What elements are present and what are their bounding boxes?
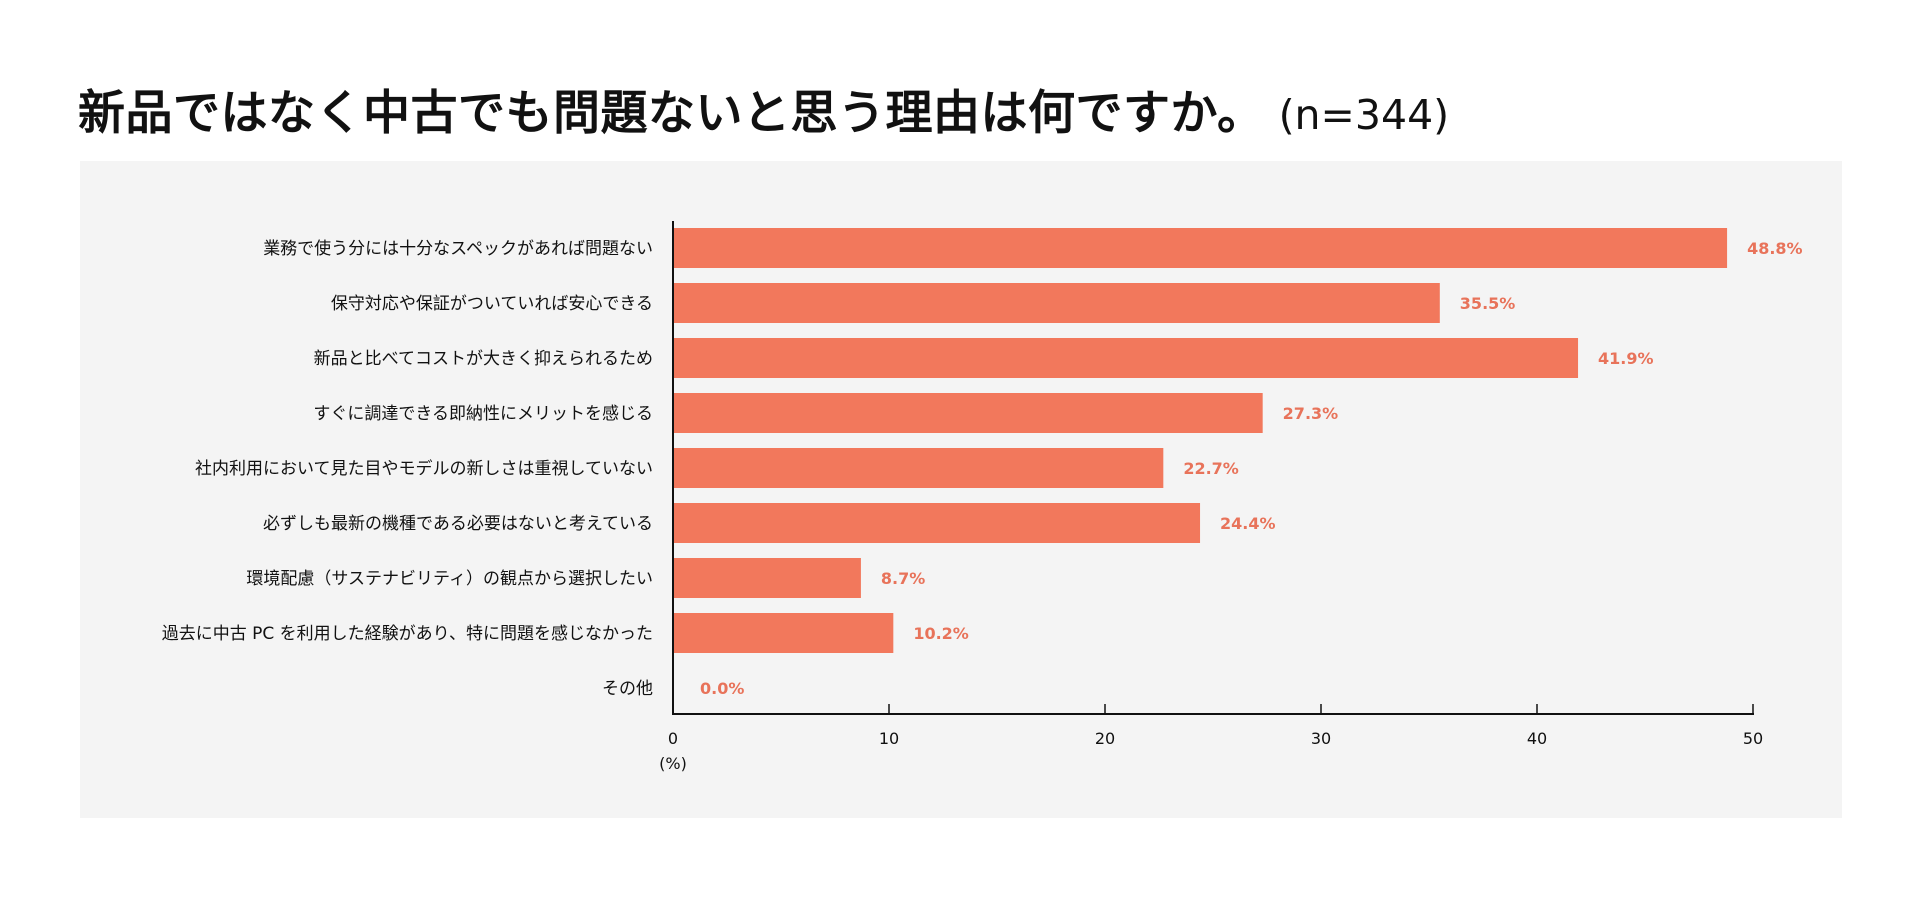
bar [673, 613, 894, 653]
value-label: 10.2% [913, 624, 969, 643]
bar [673, 228, 1728, 268]
category-label: すぐに調達できる即納性にメリットを感じる [313, 404, 653, 424]
value-label: 27.3% [1283, 404, 1339, 423]
x-tick-label: 50 [1743, 729, 1763, 748]
chart-sample-size: (n=344) [1278, 91, 1450, 139]
chart-title: 新品ではなく中古でも問題ないと思う理由は何ですか。 (n=344) [78, 74, 1449, 141]
value-label: 8.7% [881, 569, 925, 588]
x-axis-unit-label: (%) [659, 754, 687, 773]
bar [673, 503, 1201, 543]
bar [673, 338, 1579, 378]
value-label: 41.9% [1598, 349, 1654, 368]
bar [673, 448, 1164, 488]
category-label: 環境配慮（サステナビリティ）の観点から選択したい [246, 569, 653, 589]
category-label: 社内利用において見た目やモデルの新しさは重視していない [195, 458, 653, 479]
value-label: 22.7% [1183, 459, 1239, 478]
bar [673, 283, 1440, 323]
x-tick-label: 20 [1095, 729, 1115, 748]
x-tick-label: 40 [1527, 729, 1547, 748]
category-label: 保守対応や保証がついていれば安心できる [331, 294, 653, 314]
bar-chart: 業務で使う分には十分なスペックがあれば問題ない 48.8% 保守対応や保証がついてい… [162, 221, 1803, 773]
chart-panel: 業務で使う分には十分なスペックがあれば問題ない 48.8% 保守対応や保証がついてい… [80, 161, 1842, 818]
category-label: 過去に中古 PC を利用した経験があり、特に問題を感じなかった [162, 624, 653, 644]
category-label: 業務で使う分には十分なスペックがあれば問題ない [263, 238, 653, 259]
value-label: 24.4% [1220, 514, 1276, 533]
value-label: 35.5% [1460, 294, 1516, 313]
bar [673, 558, 861, 598]
category-label: 新品と比べてコストが大きく抑えられるため [314, 349, 653, 369]
chart-title-main: 新品ではなく中古でも問題ないと思う理由は何ですか。 [78, 86, 1265, 141]
x-tick-label: 0 [668, 729, 678, 748]
category-label: その他 [602, 679, 653, 699]
x-tick-label: 30 [1311, 729, 1331, 748]
x-tick-label: 10 [879, 729, 899, 748]
category-label: 必ずしも最新の機種である必要はないと考えている [263, 514, 653, 534]
value-label: 0.0% [700, 679, 744, 698]
bar [673, 393, 1263, 433]
value-label: 48.8% [1747, 239, 1803, 258]
